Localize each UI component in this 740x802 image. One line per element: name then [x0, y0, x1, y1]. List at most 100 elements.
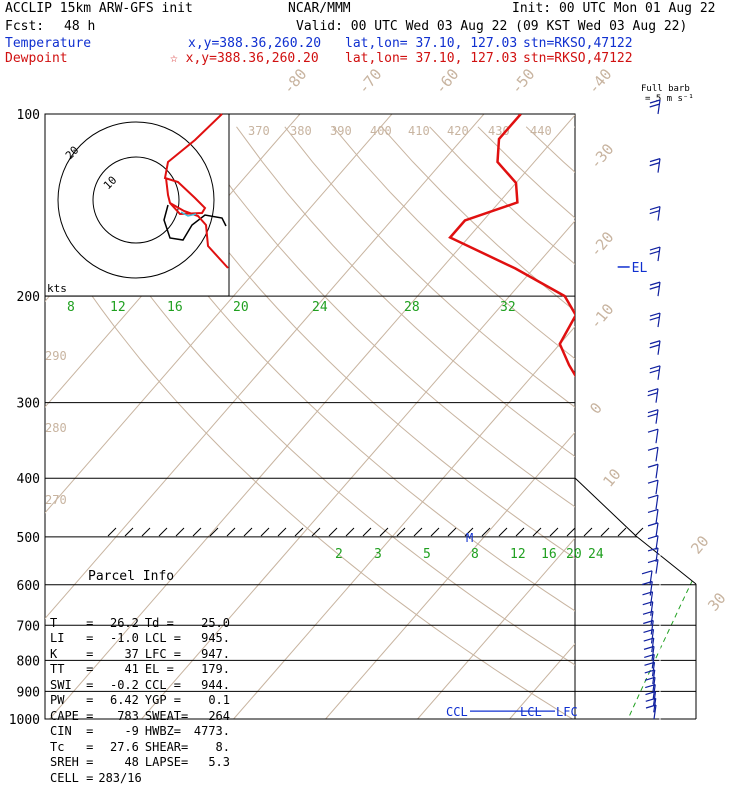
wind-barb-flag [650, 313, 660, 316]
mixing-ratio-label: 16 [541, 547, 557, 562]
dry-adiabat-line [478, 127, 740, 732]
theta-label: 280 [45, 421, 67, 435]
parcel-value: 944. [190, 678, 230, 694]
hatch-mark [125, 528, 133, 536]
wind-barb-flag [642, 571, 652, 574]
parcel-key: K = [50, 647, 99, 663]
theta-e-label: 24 [312, 300, 328, 315]
el-label: EL [632, 261, 648, 276]
pressure-tick-label: 800 [17, 654, 40, 669]
theta-e-label: 16 [167, 300, 183, 315]
theta-e-label: 32 [500, 300, 516, 315]
dry-adiabat-line [719, 127, 740, 732]
parcel-value: 945. [190, 631, 230, 647]
hatch-mark [431, 528, 439, 536]
panel-edge [575, 478, 636, 536]
theta-label: 390 [330, 124, 352, 138]
mixing-ratio-label: 20 [566, 547, 582, 562]
hatch-mark [193, 528, 201, 536]
wind-barb-flag [650, 370, 660, 373]
mixing-ratio-label: 2 [335, 547, 343, 562]
theta-label: 380 [290, 124, 312, 138]
parcel-row: CELL =283/16 [50, 771, 230, 787]
parcel-key: HWBZ= [139, 724, 190, 740]
dry-adiabat-line [237, 127, 740, 732]
pressure-tick-label: 600 [17, 579, 40, 594]
isotherm-line [326, 114, 740, 719]
parcel-key: SWEAT= [139, 709, 190, 725]
parcel-info-title: Parcel Info [50, 569, 230, 585]
theta-label: 400 [370, 124, 392, 138]
parcel-value: 264 [190, 709, 230, 725]
parcel-key: YGP = [139, 693, 190, 709]
parcel-key: PW = [50, 693, 99, 709]
parcel-key: Tc = [50, 740, 99, 756]
isotherm-line [694, 114, 740, 719]
isotherm-label: -70 [354, 65, 385, 97]
mixing-ratio-label: 3 [374, 547, 382, 562]
wind-barb-shaft [656, 523, 658, 537]
parcel-value: 48 [99, 755, 139, 771]
lcl-label: LCL [520, 705, 542, 719]
wind-barb-flag [650, 104, 660, 107]
theta-label: 270 [45, 493, 67, 507]
pressure-tick-label: 300 [17, 397, 40, 412]
sounding-series [450, 114, 740, 719]
parcel-value: 947. [190, 647, 230, 663]
hatch-mark [108, 528, 116, 536]
isotherm-label: -30 [586, 140, 617, 172]
isotherm-label: 10 [599, 465, 624, 490]
parcel-value: -9 [99, 724, 139, 740]
theta-e-label: 12 [110, 300, 126, 315]
theta-label: 410 [408, 124, 430, 138]
parcel-key: LFC = [139, 647, 190, 663]
isotherm-line [234, 114, 740, 719]
parcel-key: CIN = [50, 724, 99, 740]
parcel-key: CCL = [139, 678, 190, 694]
parcel-key: SWI = [50, 678, 99, 694]
mixing-ratio-lines [622, 537, 740, 732]
wind-barb-flag [648, 447, 658, 450]
dry-adiabat-line [671, 127, 740, 732]
wind-barb-flag [648, 495, 658, 498]
theta-label: 440 [530, 124, 552, 138]
theta-e-label: 28 [404, 300, 420, 315]
parcel-key: CELL = [50, 771, 98, 787]
mixing-ratio-label: 5 [423, 547, 431, 562]
wind-barb-flag [648, 536, 658, 539]
hatch-mark [550, 528, 558, 536]
wind-barb-flag [650, 317, 660, 320]
wind-barb-flag [650, 163, 660, 166]
parcel-value: 179. [190, 662, 230, 678]
moist-adiabat-line [632, 290, 740, 732]
hatch-mark [567, 528, 575, 536]
hatch-mark [312, 528, 320, 536]
isotherm-label: 30 [704, 589, 729, 614]
parcel-key: SREH = [50, 755, 99, 771]
isotherm-label: 0 [586, 399, 606, 417]
theta-label: 370 [248, 124, 270, 138]
isotherm-label: -40 [584, 65, 615, 97]
wind-barb-flag [650, 345, 660, 348]
parcel-key: EL = [139, 662, 190, 678]
wind-barb-shaft [656, 480, 658, 494]
wind-barb-shaft [656, 495, 658, 509]
parcel-value: 4773. [190, 724, 230, 740]
wind-barb-flag [650, 286, 660, 289]
wind-barb-flag [650, 159, 660, 162]
hatch-mark [346, 528, 354, 536]
parcel-value: 8. [190, 740, 230, 756]
moist-adiabat-lines [632, 290, 740, 732]
mixing-ratio-label: 12 [510, 547, 526, 562]
mixing-ratio-line [701, 537, 740, 732]
mixing-ratio-label: 8 [471, 547, 479, 562]
parcel-value: 783 [99, 709, 139, 725]
hatch-mark [142, 528, 150, 536]
hatch-mark [533, 528, 541, 536]
